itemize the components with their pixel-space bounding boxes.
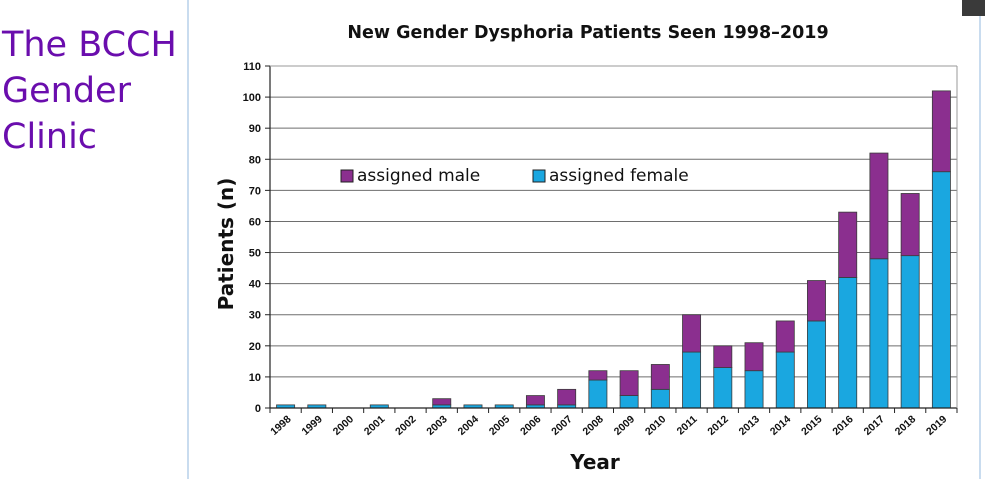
- slide-title-line-2: Gender: [2, 71, 131, 111]
- x-tick-label: 2008: [581, 413, 607, 438]
- axes: [265, 65, 958, 413]
- x-tick-label: 2016: [830, 413, 856, 438]
- y-tick-labels: 0 10 20 30 40 50 60 70 80 90 100 110: [243, 61, 261, 415]
- x-tick-label: 2018: [893, 413, 919, 438]
- legend-label-assigned-male: assigned male: [357, 166, 480, 186]
- x-tick-label: 2010: [643, 413, 669, 438]
- bar-assigned-female: [869, 258, 889, 409]
- bar-assigned-male: [713, 345, 733, 368]
- bar-assigned-female: [807, 320, 826, 409]
- x-tick-label: 2001: [362, 413, 388, 438]
- x-tick-label: 2006: [518, 413, 544, 438]
- y-tick-label: 50: [249, 248, 261, 260]
- legend-swatch-assigned-male: [340, 169, 354, 183]
- bar-assigned-female: [838, 277, 858, 409]
- bar-assigned-male: [869, 152, 889, 260]
- legend-swatch-assigned-female: [532, 169, 546, 183]
- slide-title: The BCCH Gender Clinic: [2, 22, 187, 160]
- right-divider-line: [979, 0, 981, 479]
- bar-assigned-male: [557, 388, 577, 406]
- slide-title-line-3: Clinic: [2, 117, 98, 157]
- y-axis-label: Patients (n): [214, 178, 238, 311]
- bar-assigned-male: [619, 370, 639, 396]
- legend: assigned male assigned female: [340, 166, 689, 186]
- x-tick-label: 2019: [924, 413, 950, 438]
- x-tick-label: 2002: [393, 413, 419, 438]
- bars: [276, 90, 951, 409]
- x-axis-label: Year: [569, 450, 620, 474]
- x-tick-label: 2012: [705, 413, 731, 438]
- x-tick-label: 1998: [268, 413, 294, 438]
- y-tick-label: 80: [249, 154, 261, 166]
- x-tick-label: 2005: [487, 413, 513, 438]
- left-divider-line: [187, 0, 189, 479]
- x-tick-label: 2017: [862, 413, 888, 438]
- y-tick-label: 60: [249, 216, 261, 228]
- x-tick-label: 2009: [612, 413, 638, 438]
- y-tick-label: 30: [249, 310, 261, 322]
- x-tick-label: 2004: [456, 413, 482, 438]
- bar-assigned-male: [775, 320, 795, 353]
- legend-label-assigned-female: assigned female: [549, 166, 689, 186]
- bar-assigned-male: [525, 395, 545, 406]
- x-tick-label: 2011: [675, 413, 700, 437]
- x-tick-label: 2007: [549, 413, 575, 438]
- x-tick-label: 1999: [299, 413, 325, 438]
- bar-assigned-female: [744, 370, 764, 409]
- y-tick-label: 70: [249, 185, 261, 197]
- bar-assigned-male: [807, 280, 826, 322]
- x-tick-label: 2003: [424, 413, 450, 438]
- bar-assigned-male: [838, 211, 858, 278]
- x-tick-label: 2014: [768, 413, 794, 438]
- bar-assigned-female: [931, 171, 951, 409]
- chart-title: New Gender Dysphoria Patients Seen 1998–…: [347, 23, 828, 43]
- x-tick-label: 2013: [737, 413, 763, 438]
- x-tick-label: 2015: [799, 413, 825, 438]
- y-tick-label: 20: [249, 341, 261, 353]
- bar-assigned-male: [650, 364, 670, 390]
- bar-assigned-female: [775, 351, 795, 409]
- y-tick-label: 40: [249, 279, 261, 291]
- y-tick-label: 110: [243, 61, 261, 73]
- bar-assigned-male: [588, 370, 608, 381]
- bar-assigned-male: [432, 398, 452, 406]
- y-tick-label: 10: [249, 372, 261, 384]
- x-tick-labels: 1998 1999 2000 2001 2002 2003 2004 2005 2006 2007…: [268, 413, 949, 438]
- x-tick-label: 2000: [331, 413, 357, 438]
- bar-assigned-male: [682, 314, 702, 353]
- bar-assigned-female: [900, 255, 920, 409]
- bar-assigned-female: [588, 379, 608, 409]
- bar-assigned-female: [619, 395, 639, 409]
- bar-assigned-female: [713, 367, 733, 409]
- bar-assigned-male: [900, 193, 920, 257]
- bar-assigned-male: [931, 90, 951, 173]
- corner-tab: [962, 0, 985, 16]
- y-tick-label: 100: [243, 92, 261, 104]
- y-tick-label: 0: [255, 403, 261, 415]
- y-tick-label: 90: [249, 123, 261, 135]
- bar-assigned-female: [650, 388, 670, 409]
- slide-title-line-1: The BCCH: [2, 25, 177, 65]
- bar-assigned-female: [682, 351, 702, 409]
- bar-assigned-male: [744, 342, 764, 372]
